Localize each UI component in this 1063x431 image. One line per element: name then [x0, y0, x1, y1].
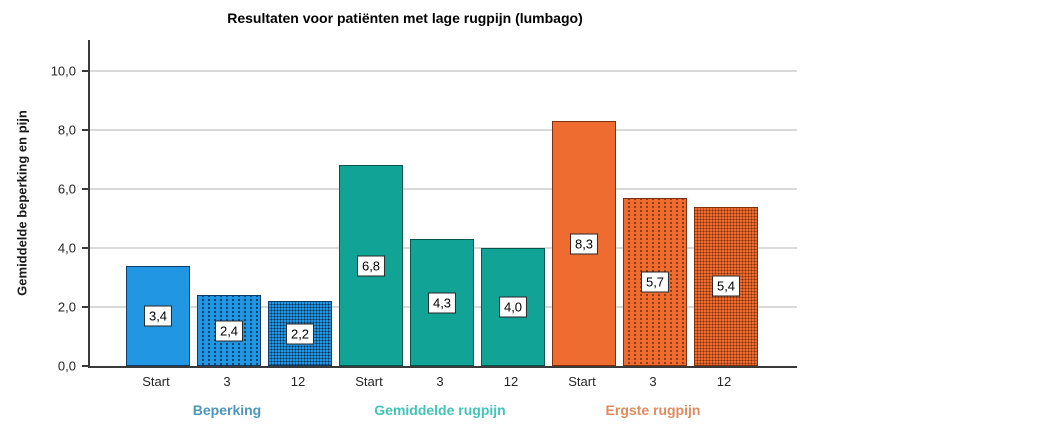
y-tick-mark-10-0: [82, 70, 88, 72]
group-label-gemiddelde-rugpijn: Gemiddelde rugpijn: [374, 402, 506, 418]
bar-value-label-ergste-rugpijn-3: 5,7: [640, 271, 670, 293]
gridline-10-0: [90, 70, 797, 72]
bar-value-label-gemiddelde-rugpijn-3: 4,3: [427, 292, 457, 314]
x-tick-label-beperking-3: 3: [223, 374, 231, 389]
y-tick-label-10-0: 10,0: [50, 63, 76, 79]
x-tick-label-gemiddelde-rugpijn-12: 12: [503, 374, 519, 389]
y-tick-label-0-0: 0,0: [57, 358, 76, 374]
x-tick-label-gemiddelde-rugpijn-3: 3: [436, 374, 444, 389]
gridline-8-0: [90, 129, 797, 131]
x-tick-label-ergste-rugpijn-start: Start: [568, 374, 596, 389]
bar-ergste-rugpijn-12: 5,4: [694, 206, 758, 366]
bar-value-label-ergste-rugpijn-12: 5,4: [711, 275, 741, 297]
y-tick-mark-4-0: [82, 247, 88, 249]
bar-value-label-ergste-rugpijn-start: 8,3: [569, 233, 599, 255]
bar-gemiddelde-rugpijn-start: 6,8: [339, 165, 403, 366]
plot-area: 3,4 2,4 2,2 6,8 4,3 4,0 8,3 5,7 5,4: [82, 40, 797, 368]
bar-ergste-rugpijn-start: 8,3: [552, 121, 616, 366]
y-tick-mark-6-0: [82, 188, 88, 190]
y-axis-title: Gemiddelde beperking en pijn: [14, 110, 30, 296]
bar-value-label-gemiddelde-rugpijn-12: 4,0: [498, 296, 528, 318]
y-tick-label-4-0: 4,0: [57, 240, 76, 256]
y-tick-mark-8-0: [82, 129, 88, 131]
bar-value-label-gemiddelde-rugpijn-start: 6,8: [356, 255, 386, 277]
group-label-beperking: Beperking: [192, 402, 262, 418]
x-tick-label-ergste-rugpijn-3: 3: [649, 374, 657, 389]
y-tick-label-6-0: 6,0: [57, 181, 76, 197]
y-tick-label-2-0: 2,0: [57, 299, 76, 315]
bar-gemiddelde-rugpijn-12: 4,0: [481, 248, 545, 366]
group-label-ergste-rugpijn: Ergste rugpijn: [605, 402, 701, 418]
bar-beperking-3: 2,4: [197, 295, 261, 366]
bar-beperking-start: 3,4: [126, 265, 190, 366]
y-tick-label-8-0: 8,0: [57, 122, 76, 138]
gridline-6-0: [90, 188, 797, 190]
x-tick-label-beperking-start: Start: [142, 374, 170, 389]
chart-title: Resultaten voor patiënten met lage rugpi…: [227, 10, 583, 26]
bar-beperking-12: 2,2: [268, 301, 332, 366]
y-tick-mark-0-0: [82, 365, 88, 367]
bar-value-label-beperking-start: 3,4: [143, 305, 173, 327]
bar-value-label-beperking-12: 2,2: [285, 323, 315, 345]
bar-ergste-rugpijn-3: 5,7: [623, 197, 687, 366]
x-tick-label-ergste-rugpijn-12: 12: [716, 374, 732, 389]
x-tick-label-beperking-12: 12: [290, 374, 306, 389]
bar-value-label-beperking-3: 2,4: [214, 320, 244, 342]
x-tick-label-gemiddelde-rugpijn-start: Start: [355, 374, 383, 389]
y-tick-mark-2-0: [82, 306, 88, 308]
bar-gemiddelde-rugpijn-3: 4,3: [410, 239, 474, 366]
